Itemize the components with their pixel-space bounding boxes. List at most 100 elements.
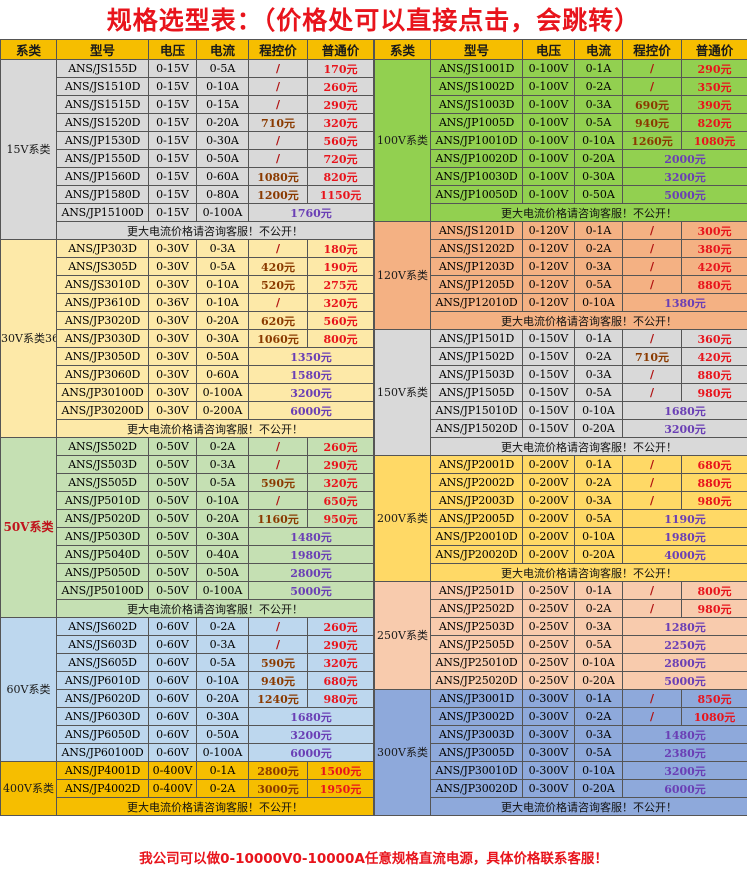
normal-price-link[interactable]: 300元 [681,221,747,240]
program-price-link[interactable]: / [622,473,682,492]
price-link[interactable]: 3200元 [622,761,747,780]
normal-price-link[interactable]: 800元 [307,329,374,348]
price-link[interactable]: 2000元 [622,149,747,168]
normal-price-link[interactable]: 290元 [307,455,374,474]
program-price-link[interactable]: / [248,95,308,114]
normal-price-link[interactable]: 420元 [681,347,747,366]
normal-price-link[interactable]: 1080元 [681,707,747,726]
price-link[interactable]: 1350元 [248,347,374,366]
normal-price-link[interactable]: 190元 [307,257,374,276]
program-price-link[interactable]: / [622,257,682,276]
normal-price-link[interactable]: 820元 [307,167,374,186]
program-price-link[interactable]: 620元 [248,311,308,330]
program-price-link[interactable]: / [622,77,682,96]
price-link[interactable]: 5000元 [622,671,747,690]
normal-price-link[interactable]: 320元 [307,293,374,312]
program-price-link[interactable]: / [248,617,308,636]
program-price-link[interactable]: 690元 [622,95,682,114]
program-price-link[interactable]: / [248,437,308,456]
normal-price-link[interactable]: 320元 [307,473,374,492]
normal-price-link[interactable]: 1080元 [681,131,747,150]
program-price-link[interactable]: 420元 [248,257,308,276]
program-price-link[interactable]: / [622,329,682,348]
price-link[interactable]: 1680元 [248,707,374,726]
normal-price-link[interactable]: 320元 [307,113,374,132]
price-link[interactable]: 5000元 [248,581,374,600]
program-price-link[interactable]: / [622,689,682,708]
normal-price-link[interactable]: 880元 [681,365,747,384]
normal-price-link[interactable]: 650元 [307,491,374,510]
normal-price-link[interactable]: 1500元 [307,761,374,780]
program-price-link[interactable]: / [622,221,682,240]
price-link[interactable]: 1980元 [248,545,374,564]
price-link[interactable]: 4000元 [622,545,747,564]
program-price-link[interactable]: / [248,149,308,168]
program-price-link[interactable]: / [622,599,682,618]
normal-price-link[interactable]: 680元 [681,455,747,474]
normal-price-link[interactable]: 380元 [681,239,747,258]
normal-price-link[interactable]: 290元 [307,635,374,654]
normal-price-link[interactable]: 880元 [681,275,747,294]
normal-price-link[interactable]: 950元 [307,509,374,528]
program-price-link[interactable]: / [248,455,308,474]
program-price-link[interactable]: 590元 [248,473,308,492]
price-link[interactable]: 2250元 [622,635,747,654]
program-price-link[interactable]: / [248,293,308,312]
normal-price-link[interactable]: 320元 [307,653,374,672]
price-link[interactable]: 3200元 [248,725,374,744]
program-price-link[interactable]: 1240元 [248,689,308,708]
normal-price-link[interactable]: 850元 [681,689,747,708]
program-price-link[interactable]: / [248,239,308,258]
program-price-link[interactable]: 940元 [248,671,308,690]
program-price-link[interactable]: / [622,383,682,402]
normal-price-link[interactable]: 980元 [681,599,747,618]
program-price-link[interactable]: 2800元 [248,761,308,780]
normal-price-link[interactable]: 560元 [307,311,374,330]
program-price-link[interactable]: / [622,365,682,384]
normal-price-link[interactable]: 260元 [307,437,374,456]
program-price-link[interactable]: / [622,581,682,600]
normal-price-link[interactable]: 260元 [307,77,374,96]
normal-price-link[interactable]: 800元 [681,581,747,600]
normal-price-link[interactable]: 390元 [681,95,747,114]
program-price-link[interactable]: / [248,59,308,78]
price-link[interactable]: 3200元 [622,419,747,438]
normal-price-link[interactable]: 1950元 [307,779,374,798]
price-link[interactable]: 2380元 [622,743,747,762]
program-price-link[interactable]: / [622,275,682,294]
price-link[interactable]: 1480元 [622,725,747,744]
price-link[interactable]: 6000元 [622,779,747,798]
program-price-link[interactable]: 1160元 [248,509,308,528]
normal-price-link[interactable]: 980元 [307,689,374,708]
normal-price-link[interactable]: 260元 [307,617,374,636]
normal-price-link[interactable]: 275元 [307,275,374,294]
normal-price-link[interactable]: 290元 [307,95,374,114]
program-price-link[interactable]: 1060元 [248,329,308,348]
program-price-link[interactable]: 1200元 [248,185,308,204]
program-price-link[interactable]: / [248,77,308,96]
normal-price-link[interactable]: 980元 [681,383,747,402]
normal-price-link[interactable]: 180元 [307,239,374,258]
price-link[interactable]: 3200元 [622,167,747,186]
price-link[interactable]: 1760元 [248,203,374,222]
program-price-link[interactable]: 1080元 [248,167,308,186]
price-link[interactable]: 6000元 [248,743,374,762]
program-price-link[interactable]: 710元 [248,113,308,132]
price-link[interactable]: 1280元 [622,617,747,636]
normal-price-link[interactable]: 680元 [307,671,374,690]
program-price-link[interactable]: 520元 [248,275,308,294]
normal-price-link[interactable]: 880元 [681,473,747,492]
price-link[interactable]: 1580元 [248,365,374,384]
price-link[interactable]: 2800元 [248,563,374,582]
normal-price-link[interactable]: 420元 [681,257,747,276]
program-price-link[interactable]: / [622,707,682,726]
normal-price-link[interactable]: 980元 [681,491,747,510]
program-price-link[interactable]: 1260元 [622,131,682,150]
normal-price-link[interactable]: 350元 [681,77,747,96]
program-price-link[interactable]: 3000元 [248,779,308,798]
program-price-link[interactable]: 940元 [622,113,682,132]
program-price-link[interactable]: / [622,455,682,474]
normal-price-link[interactable]: 170元 [307,59,374,78]
program-price-link[interactable]: / [622,59,682,78]
normal-price-link[interactable]: 720元 [307,149,374,168]
